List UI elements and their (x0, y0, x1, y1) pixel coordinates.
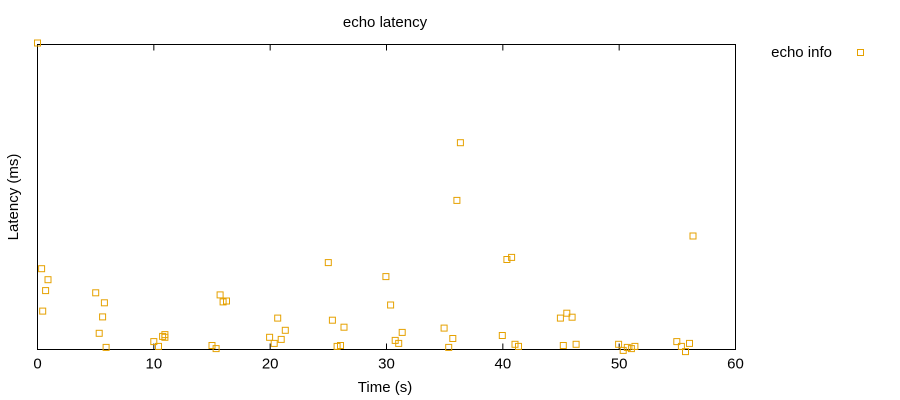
x-axis-ticks: 0 10 20 30 40 50 60 (33, 44, 744, 373)
data-point (382, 273, 390, 281)
data-point (277, 335, 285, 343)
x-tick-label: 40 (494, 356, 511, 373)
data-point (689, 232, 697, 240)
data-point (563, 309, 571, 317)
data-point (102, 343, 110, 351)
x-tick-label: 0 (33, 356, 41, 373)
data-point (453, 196, 461, 204)
data-point (44, 276, 52, 284)
data-point (677, 342, 685, 350)
data-point (673, 338, 681, 346)
data-point (456, 139, 464, 147)
legend: echo info (771, 44, 864, 61)
x-tick-label: 50 (611, 356, 628, 373)
data-point (572, 340, 580, 348)
data-point (270, 339, 278, 347)
y-axis-label: Latency (ms) (5, 154, 22, 241)
data-point (281, 326, 289, 334)
data-point (498, 332, 506, 339)
data-point (328, 316, 336, 324)
data-point (216, 291, 224, 299)
data-point (615, 340, 623, 348)
data-point (398, 328, 406, 336)
data-point (445, 343, 453, 351)
data-point (100, 299, 108, 307)
data-point (95, 329, 103, 337)
data-point (449, 335, 457, 342)
data-point (503, 256, 511, 263)
data-point (686, 339, 693, 347)
data-point (274, 314, 282, 322)
plot-frame (37, 44, 736, 350)
x-tick-label: 60 (727, 356, 744, 373)
data-point (387, 301, 395, 309)
data-point (395, 339, 403, 347)
x-tick-label: 10 (145, 356, 162, 373)
data-point (39, 307, 47, 315)
data-point (161, 333, 169, 341)
data-point (559, 342, 567, 349)
data-point (99, 313, 107, 321)
data-point (324, 259, 332, 267)
data-point (631, 342, 639, 350)
data-point (508, 253, 516, 261)
data-point (42, 287, 50, 295)
legend-marker (857, 49, 864, 56)
data-point (159, 332, 167, 340)
data-point (337, 342, 344, 349)
data-points (34, 39, 697, 356)
data-point (34, 39, 41, 47)
data-point (92, 289, 100, 297)
legend-label: echo info (771, 44, 832, 61)
data-point (682, 348, 689, 356)
data-point (556, 314, 564, 322)
data-point (440, 324, 448, 332)
data-point (568, 313, 576, 321)
data-point (340, 323, 348, 331)
data-point (266, 333, 274, 341)
x-tick-label: 30 (378, 356, 395, 373)
data-point (155, 342, 162, 350)
data-point (212, 345, 220, 353)
data-point (38, 265, 46, 273)
data-point (223, 297, 230, 305)
data-point (623, 343, 631, 351)
data-point (515, 342, 522, 350)
data-point (150, 338, 158, 346)
x-axis-label: Time (s) (358, 379, 412, 396)
chart-title: echo latency (343, 14, 428, 31)
x-tick-label: 20 (262, 356, 279, 373)
